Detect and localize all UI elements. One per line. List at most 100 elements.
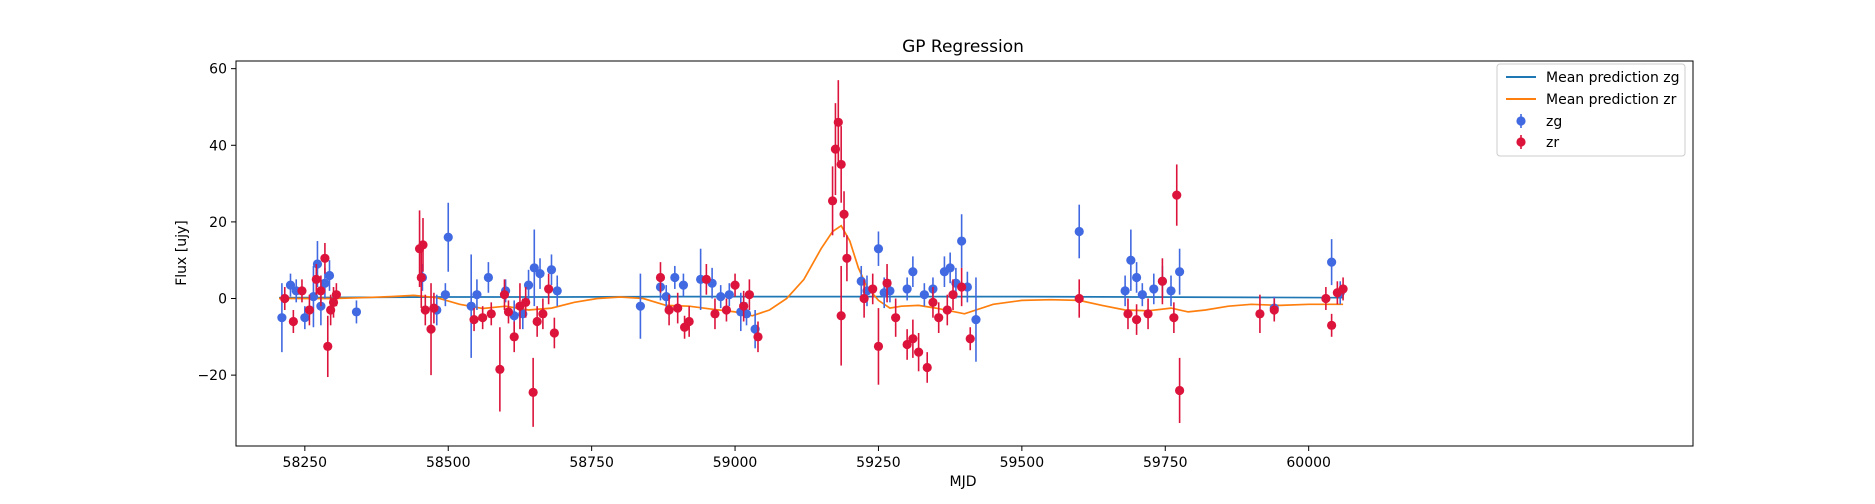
marker-zr [948,290,958,300]
legend-label-zg: zg [1546,114,1562,130]
x-tick-label: 58500 [426,455,471,471]
data-point-zr [429,292,439,324]
marker-zr [495,364,505,374]
marker-zr [836,159,846,170]
marker-zr [655,272,666,283]
marker-zg [957,236,967,246]
marker-zg [440,290,450,300]
marker-zr [721,305,732,315]
marker-zr [426,324,436,334]
data-point-zg [635,273,646,339]
data-point-zg [902,277,912,301]
data-point-zr [1143,298,1153,330]
marker-zg [1074,226,1084,237]
marker-zr [664,305,674,315]
marker-zg [1120,286,1130,296]
marker-zg [1149,284,1159,294]
data-point-zg [908,256,918,288]
data-point-zr [544,273,554,305]
data-point-zr [839,191,849,238]
axes-layer: 58250 58500 58750 59000 59250 59500 59750 60000… [197,60,1694,471]
marker-zr [730,280,740,290]
data-point-zg [324,260,335,291]
axes-frame [235,60,1694,447]
legend-marker [1516,137,1526,147]
marker-zg [1175,267,1185,277]
marker-zg [472,290,482,300]
data-point-zr [859,279,869,318]
data-point-zr [1123,298,1133,330]
marker-zr [1123,309,1133,319]
marker-zg [908,267,918,277]
marker-zg [1327,257,1337,267]
data-point-zg [919,283,929,307]
marker-zr [478,313,488,323]
data-point-zr [739,290,749,322]
data-point-zg [1175,248,1185,295]
marker-zr [1255,309,1265,319]
data-point-zg [277,283,287,353]
legend-label-zr: zr [1546,135,1559,151]
x-tick-label: 59000 [713,455,758,471]
legend-label-mean-zg: Mean prediction zg [1546,70,1680,86]
marker-zg [1126,255,1136,265]
chart-title: GP Regression [902,37,1024,57]
marker-zg [724,290,734,300]
marker-zr [503,307,514,317]
data-point-zg [1166,275,1176,307]
marker-zg [971,314,981,325]
marker-zr [521,297,531,307]
data-point-zg [546,254,557,286]
x-axis-label: MJD [950,474,977,490]
marker-zr [1321,293,1331,304]
data-point-zr [948,279,958,311]
data-point-zr [495,327,505,412]
marker-zg [635,301,646,311]
data-point-zr [1169,302,1179,333]
data-point-zg [1137,283,1147,307]
data-point-zr [934,302,944,333]
data-point-zr [1074,279,1084,318]
marker-zr [1157,276,1167,286]
marker-zr [1175,385,1185,396]
marker-zg [285,280,296,290]
marker-zr [509,332,519,342]
marker-zg [873,244,884,254]
x-tick-label: 59250 [856,455,901,471]
marker-zr [486,309,496,319]
marker-zr [1338,284,1348,294]
data-point-zr [316,275,326,307]
data-point-zr [673,292,683,324]
data-point-zg [285,273,296,297]
marker-zr [684,316,694,327]
data-point-zg [724,283,734,307]
marker-zg [277,313,287,323]
data-point-zg [529,229,539,307]
marker-zg [535,269,545,279]
data-point-zr [710,298,720,330]
data-point-zr [280,287,290,311]
marker-zg [312,259,323,269]
x-tick-label: 58250 [283,455,328,471]
data-point-zr [469,308,479,332]
marker-zr [891,313,901,323]
marker-zr [833,117,843,127]
data-point-zr [1172,164,1182,226]
marker-zg [351,307,362,317]
data-point-zr [1175,357,1185,424]
data-point-zr [914,332,924,372]
data-point-zr [426,283,436,376]
marker-zr [469,314,479,325]
data-point-zr [331,283,341,307]
data-point-zg [1131,262,1142,293]
marker-zr [532,316,542,327]
data-point-zr [908,319,918,358]
marker-zr [701,274,711,284]
marker-zr [304,305,315,315]
data-point-zr [1157,258,1167,305]
data-point-zr [902,329,912,360]
data-point-zr [891,298,901,337]
marker-zg [552,286,562,296]
marker-zg [320,278,330,288]
